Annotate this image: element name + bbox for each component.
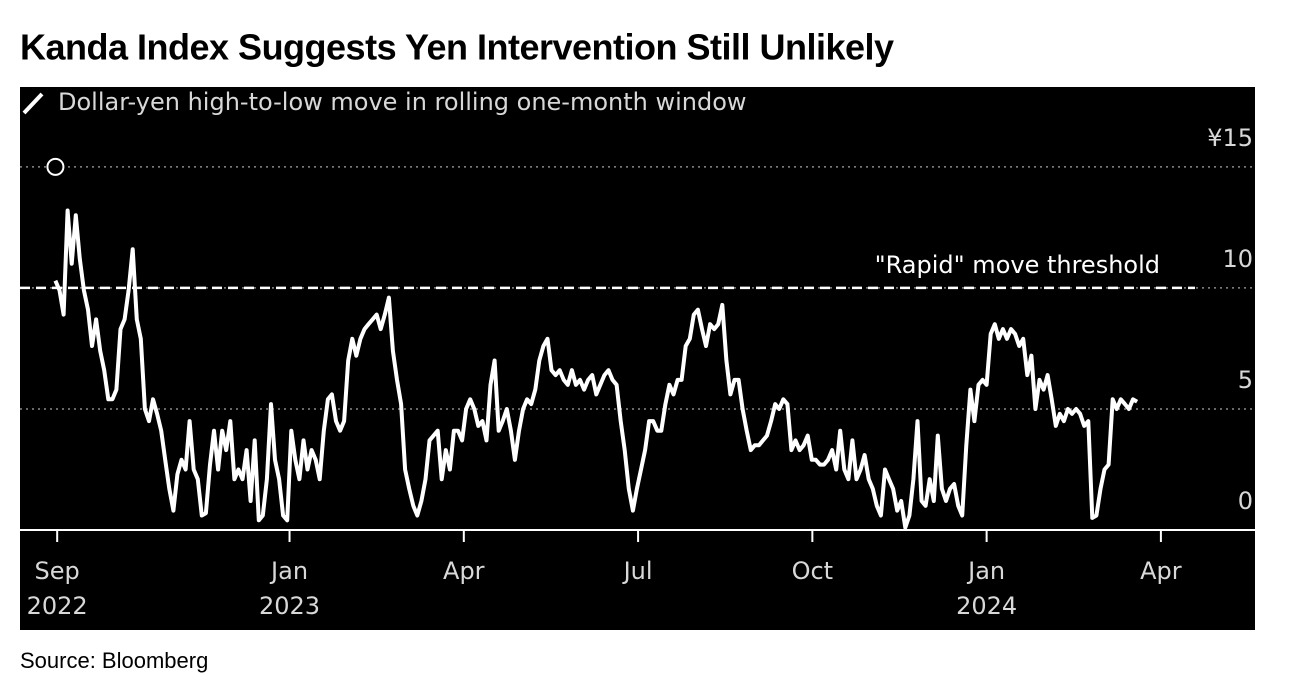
y-tick-label: ¥15	[1207, 124, 1253, 152]
x-tick-label: Apr	[443, 557, 485, 585]
y-tick-label: 5	[1238, 366, 1253, 394]
series-line	[53, 208, 1139, 530]
y-tick-label: 0	[1238, 487, 1253, 515]
legend-icon	[22, 92, 44, 115]
marker	[46, 157, 65, 176]
source: Source: Bloomberg	[20, 648, 208, 673]
x-tick-label: Oct	[792, 557, 834, 585]
plot-background	[20, 87, 1255, 630]
x-tick-year: 2024	[956, 592, 1017, 620]
x-tick-label: Jan	[269, 557, 308, 585]
legend-label: Dollar-yen high-to-low move in rolling o…	[58, 88, 747, 116]
x-tick-label: Sep	[35, 557, 80, 585]
x-tick-label: Jan	[966, 557, 1005, 585]
x-tick-label: Jul	[622, 557, 653, 585]
threshold-label: "Rapid" move threshold	[875, 251, 1160, 279]
x-tick-label: Apr	[1140, 557, 1182, 585]
x-tick-year: 2022	[27, 592, 88, 620]
chart-title: Kanda Index Suggests Yen Intervention St…	[20, 27, 894, 68]
x-tick-year: 2023	[259, 592, 320, 620]
y-tick-label: 10	[1222, 245, 1253, 273]
